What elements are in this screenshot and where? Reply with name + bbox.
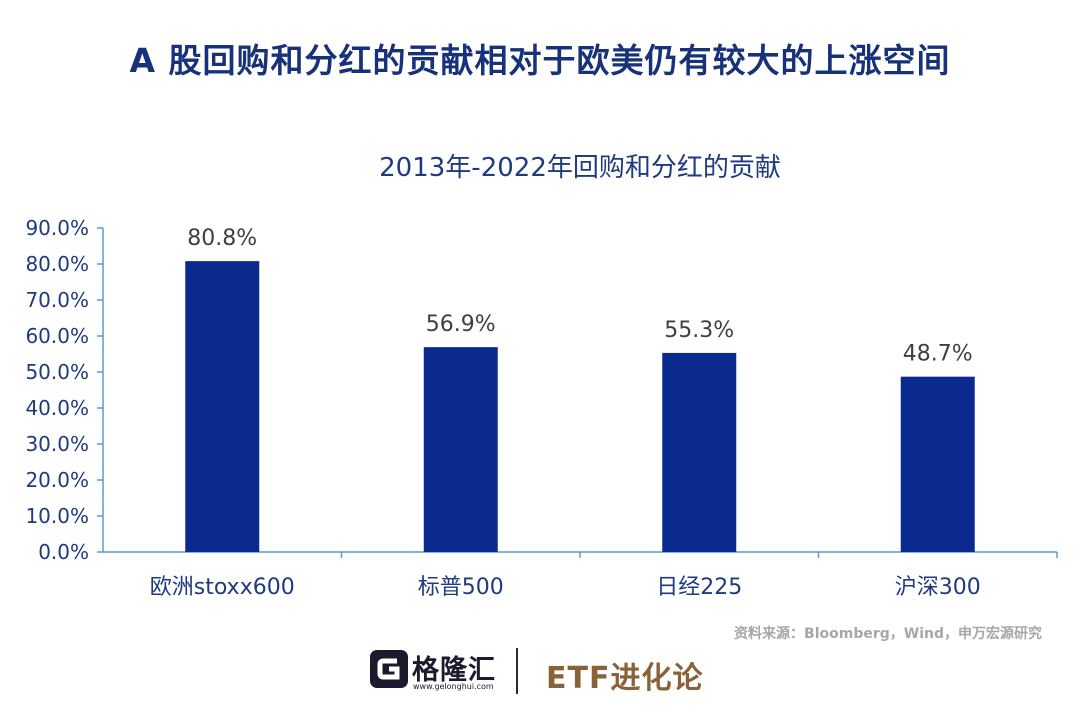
y-tick-label: 0.0% <box>38 540 89 564</box>
data-label: 80.8% <box>187 226 257 251</box>
y-tick-label: 70.0% <box>25 288 89 312</box>
footer-divider <box>516 648 518 694</box>
y-tick-label: 60.0% <box>25 324 89 348</box>
chart-title: 2013年-2022年回购和分红的贡献 <box>379 153 781 183</box>
source-note: 资料来源：Bloomberg，Wind，申万宏源研究 <box>734 626 1042 642</box>
category-label: 日经225 <box>656 575 742 600</box>
category-label: 沪深300 <box>895 575 981 600</box>
y-tick-label: 90.0% <box>25 216 89 240</box>
page-headline: A 股回购和分红的贡献相对于欧美仍有较大的上涨空间 <box>129 41 951 80</box>
y-tick-label: 20.0% <box>25 468 89 492</box>
logo-url: www.gelonghui.com <box>413 682 494 691</box>
y-tick-label: 30.0% <box>25 432 89 456</box>
bar <box>423 347 498 552</box>
y-tick-label: 10.0% <box>25 504 89 528</box>
footer: 格隆汇 www.gelonghui.com ETF进化论 <box>0 640 1080 700</box>
y-tick-label: 80.0% <box>25 252 89 276</box>
bar-series: 80.8% 56.9% 55.3% 48.7% <box>185 226 975 552</box>
y-axis-ticks: 0.0% 10.0% 20.0% 30.0% 40.0% 50.0% 60.0% 70.0% 8… <box>25 216 103 564</box>
bar <box>185 261 260 552</box>
data-label: 48.7% <box>903 342 973 367</box>
logo-text: 格隆汇 <box>412 655 496 686</box>
data-label: 55.3% <box>664 318 734 343</box>
category-label: 标普500 <box>418 575 504 600</box>
y-tick-label: 50.0% <box>25 360 89 384</box>
data-label: 56.9% <box>426 312 496 337</box>
bar-chart: 2013年-2022年回购和分红的贡献 0.0% 10.0% 20.0% 30.0% 4… <box>25 153 1058 600</box>
y-tick-label: 40.0% <box>25 396 89 420</box>
bar <box>662 352 737 552</box>
brand-name: ETF进化论 <box>546 661 704 696</box>
category-labels: 欧洲stoxx600 标普500 日经225 沪深300 <box>150 575 981 600</box>
category-label: 欧洲stoxx600 <box>150 575 295 600</box>
gelonghui-logo-icon <box>370 650 408 688</box>
bar <box>900 376 975 552</box>
chart-axes <box>102 228 1058 558</box>
